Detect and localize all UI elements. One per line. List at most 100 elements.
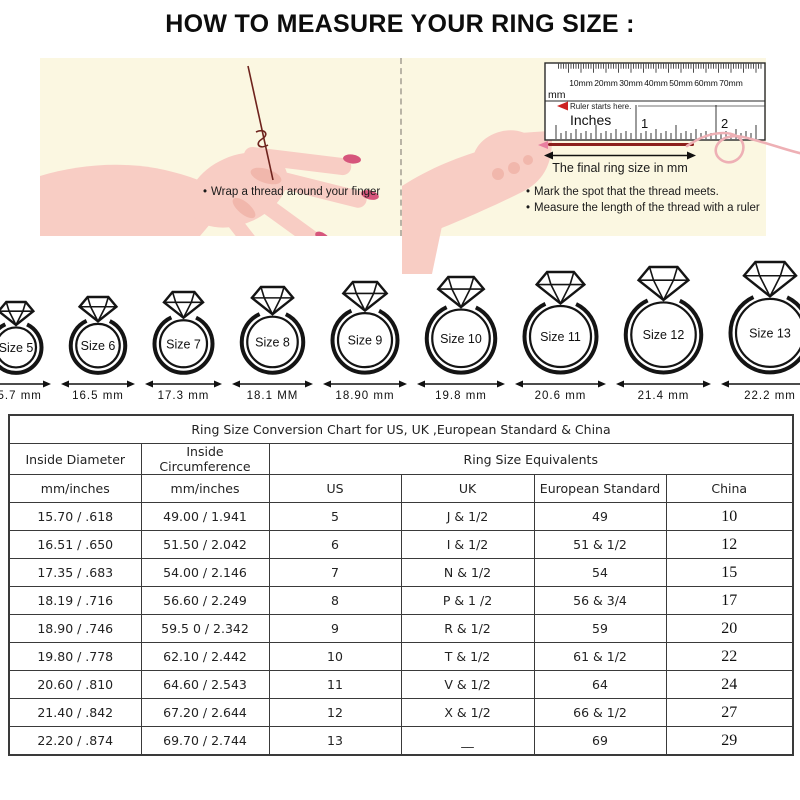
measured-thread [548,143,694,146]
table-row: 19.80 / .778 62.10 / 2.442 10 T & 1/2 61 & 1… [8,642,794,671]
bullet-dot: • [526,202,531,214]
table-cell: 7 [268,558,402,587]
table-cell: 21.40 / .842 [8,698,142,727]
table-cell: 9 [268,614,402,643]
table-cell: 8 [268,586,402,615]
table-cell: 27 [665,698,794,727]
table-row: 17.35 / .683 54.00 / 2.146 7 N & 1/2 54 15 [8,558,794,587]
table-row: 21.40 / .842 67.20 / 2.644 12 X & 1/2 66 & 1… [8,698,794,727]
table-cell: V & 1/2 [400,670,535,699]
conversion-table: Ring Size Conversion Chart for US, UK ,E… [8,414,795,756]
ring-size-label: Size 5 [0,341,33,355]
ring-figure: Size 6 16.5 mm [61,295,135,402]
diamond-icon [0,300,36,327]
table-cell: 15.70 / .618 [8,502,142,531]
ruler-mm-tick-label: 20mm [594,78,618,88]
table-cell: 17 [665,586,794,615]
ring-size-label: Size 9 [348,334,383,348]
table-cell: 16.51 / .650 [8,530,142,559]
table-cell: 5 [268,502,402,531]
ring-diagram: Size 11 [522,270,599,375]
table-cell: 66 & 1/2 [533,698,667,727]
ring-figure: Size 12 21.4 mm [616,265,711,402]
ring-diagram: Size 9 [330,280,400,375]
ring-size-label: Size 11 [540,330,581,344]
panel-wrap-thread: • Wrap a thread around your finger [40,58,402,236]
ruler-mm-tick-label: 50mm [669,78,693,88]
ring-width-arrow [61,380,135,388]
ring-figure: Size 13 22.2 mm [721,260,800,402]
ruler-mm-tick-label: 10mm [569,78,593,88]
instruction-measure-length: • Measure the length of the thread with a… [526,202,760,214]
table-cell: 29 [665,726,794,756]
ring-mm-label: 18.90 mm [335,390,395,402]
ring-width-arrow [417,380,505,388]
table-cell: 67.20 / 2.644 [140,698,270,727]
ring-width-arrow [232,380,313,388]
ring-figure: Size 5 15.7 mm [0,300,51,402]
ring-size-label: Size 10 [440,332,482,346]
subheader-mm-inches-diameter: mm/inches [8,474,142,503]
ring-diagram: Size 12 [623,265,704,375]
diamond-icon [436,275,486,309]
diamond-icon [534,270,587,306]
table-cell: 54 [533,558,667,587]
table-cell: 11 [268,670,402,699]
ring-size-label: Size 12 [643,328,685,342]
table-cell: 10 [665,502,794,531]
table-cell: 54.00 / 2.146 [140,558,270,587]
table-cell: 20 [665,614,794,643]
table-cell: 10 [268,642,402,671]
subheader-uk: UK [400,474,535,503]
table-body: 15.70 / .618 49.00 / 1.941 5 J & 1/2 49 10 16.… [8,502,794,756]
ring-mm-label: 19.8 mm [435,390,487,402]
final-size-arrow [544,151,696,160]
subheader-us: US [268,474,402,503]
header-inside-circumference: Inside Circumference [140,443,270,475]
diamond-icon [636,265,691,302]
table-row: 16.51 / .650 51.50 / 2.042 6 I & 1/2 51 & 1/… [8,530,794,559]
table-cell: 15 [665,558,794,587]
table-cell: 64.60 / 2.543 [140,670,270,699]
hand-pointing-illustration [402,130,553,274]
ruler-inch-tick-label: 1 [641,116,648,131]
ruler-mm-unit-label: mm [548,89,566,101]
table-cell: 24 [665,670,794,699]
table-row: 18.19 / .716 56.60 / 2.249 8 P & 1 /2 56 & 3… [8,586,794,615]
ruler-inch-tick-label: 2 [721,116,728,131]
ring-figure: Size 10 19.8 mm [417,275,505,402]
ring-diagram: Size 6 [68,295,128,375]
ring-width-arrow [515,380,606,388]
ring-mm-label: 16.5 mm [72,390,124,402]
fingertip-nail [538,141,548,149]
subheader-european-standard: European Standard [533,474,667,503]
ring-figure: Size 8 18.1 MM [232,285,313,402]
table-cell: 59 [533,614,667,643]
table-cell: 18.90 / .746 [8,614,142,643]
table-row: 22.20 / .874 69.70 / 2.744 13 __ 69 29 [8,726,794,756]
table-sub-header-row: mm/inches mm/inches US UK European Stand… [8,474,794,503]
ruler-mm-tick-label: 60mm [694,78,718,88]
table-cell: 19.80 / .778 [8,642,142,671]
table-cell: 18.19 / .716 [8,586,142,615]
table-cell: P & 1 /2 [400,586,535,615]
ring-figure: Size 7 17.3 mm [145,290,222,402]
table-cell: 49 [533,502,667,531]
diamond-icon [77,295,119,323]
ring-mm-label: 17.3 mm [157,390,210,402]
table-cell: 51 & 1/2 [533,530,667,559]
ring-mm-label: 21.4 mm [637,390,690,402]
table-row: 15.70 / .618 49.00 / 1.941 5 J & 1/2 49 10 [8,502,794,531]
ring-width-arrow [323,380,407,388]
ring-figure: Size 9 18.90 mm [323,280,407,402]
ring-diagram: Size 8 [239,285,306,375]
table-cell: N & 1/2 [400,558,535,587]
table-cell: 12 [268,698,402,727]
ruler-starts-here-label: Ruler starts here. [570,102,631,111]
table-row: 20.60 / .810 64.60 / 2.543 11 V & 1/2 64 24 [8,670,794,699]
table-row: 18.90 / .746 59.5 0 / 2.342 9 R & 1/2 59 20 [8,614,794,643]
thread-swirl-decoration [685,131,800,164]
ring-width-arrow [145,380,222,388]
header-ring-size-equivalents: Ring Size Equivalents [268,443,794,475]
